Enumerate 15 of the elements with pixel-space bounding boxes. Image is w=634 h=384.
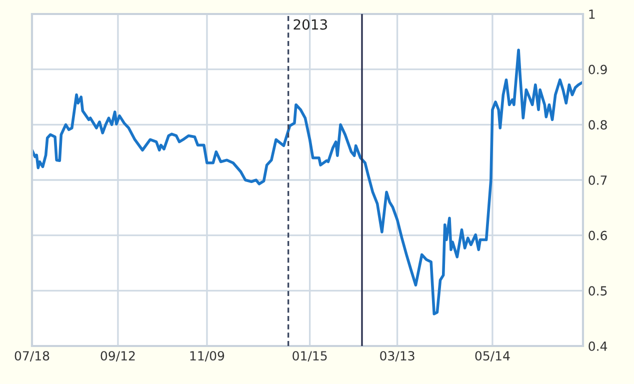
y-tick-label: 0.5 xyxy=(588,286,607,296)
y-tick-label: 0.7 xyxy=(588,175,607,185)
x-tick-label: 07/18 xyxy=(14,351,50,362)
line-series xyxy=(32,48,583,316)
x-tick-label: 01/15 xyxy=(292,351,327,362)
ref-line-label: 2013 xyxy=(294,19,327,30)
x-tick-label: 11/09 xyxy=(190,351,224,362)
x-tick-label: 03/13 xyxy=(380,351,414,362)
y-tick-label: 0.8 xyxy=(588,120,607,130)
y-tick-label: 1 xyxy=(589,10,595,19)
x-tick-label: 09/12 xyxy=(100,351,135,362)
y-tick-label: 0.4 xyxy=(588,341,608,351)
y-tick-label: 0.9 xyxy=(588,64,607,74)
y-tick-label: 0.6 xyxy=(588,230,607,240)
x-tick-label: 05/14 xyxy=(475,351,510,362)
